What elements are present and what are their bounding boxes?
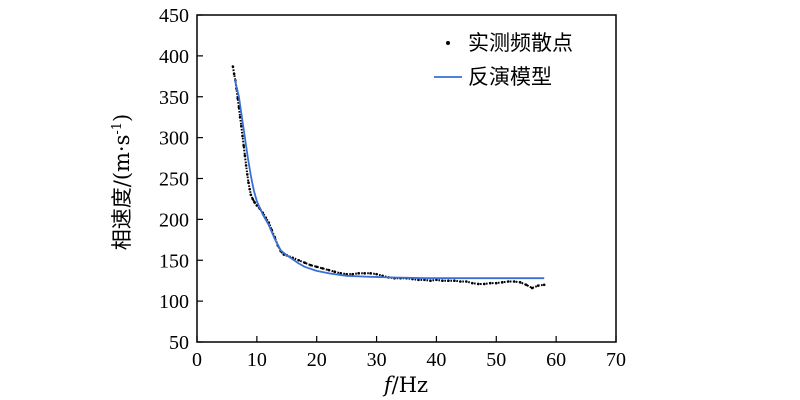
y-tick-label: 350 bbox=[159, 87, 189, 109]
y-axis: 50 100 150 200 250 300 350 400 450 bbox=[159, 5, 203, 354]
x-axis-title: f/Hz bbox=[382, 373, 428, 397]
y-tick-label: 300 bbox=[159, 128, 189, 150]
x-tick-label: 50 bbox=[486, 349, 506, 371]
x-axis: 0 10 20 30 40 50 60 70 bbox=[192, 336, 626, 371]
x-tick-label: 10 bbox=[247, 349, 267, 371]
legend-label-model: 反演模型 bbox=[468, 65, 552, 89]
y-tick-label: 150 bbox=[159, 250, 189, 272]
legend-dot-marker bbox=[446, 41, 450, 45]
plot-frame bbox=[196, 14, 617, 343]
y-tick-label: 250 bbox=[159, 169, 189, 191]
y-axis-title: 相速度/(m·s-1) bbox=[110, 114, 134, 251]
series-layer bbox=[231, 65, 546, 290]
y-axis-title-superscript: -1 bbox=[110, 122, 125, 135]
y-axis-title-close: ) bbox=[110, 114, 134, 122]
y-tick-label: 100 bbox=[159, 291, 189, 313]
x-tick-label: 60 bbox=[546, 349, 566, 371]
x-axis-title-unit: /Hz bbox=[392, 373, 428, 397]
y-tick-label: 400 bbox=[159, 46, 189, 68]
x-tick-label: 40 bbox=[426, 349, 446, 371]
model-line bbox=[233, 78, 545, 280]
x-tick-label: 20 bbox=[307, 349, 327, 371]
y-tick-label: 450 bbox=[159, 5, 189, 27]
x-axis-title-italic: f bbox=[382, 373, 395, 397]
measured-series bbox=[231, 65, 546, 290]
y-tick-label: 200 bbox=[159, 209, 189, 231]
legend: 实测频散点 反演模型 bbox=[434, 31, 573, 89]
measured-trace bbox=[231, 66, 545, 289]
y-tick-label: 50 bbox=[169, 332, 189, 354]
x-tick-label: 30 bbox=[367, 349, 387, 371]
legend-label-measured: 实测频散点 bbox=[468, 31, 573, 55]
x-tick-label: 0 bbox=[192, 349, 202, 371]
y-axis-title-main: 相速度/(m·s bbox=[110, 135, 134, 251]
x-tick-label: 70 bbox=[606, 349, 626, 371]
